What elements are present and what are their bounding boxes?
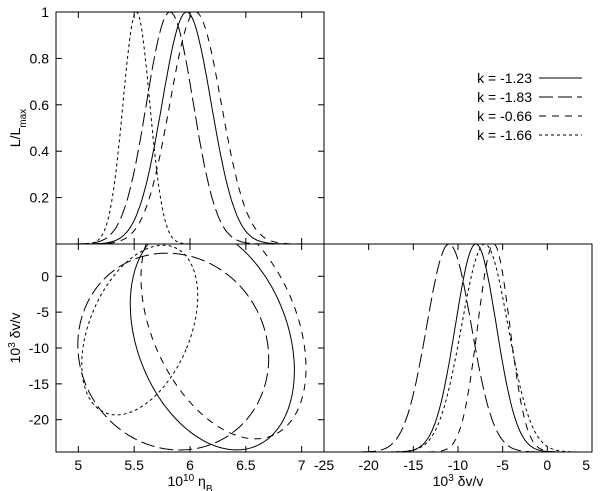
x-axis-label: 103 δv/v <box>433 473 484 490</box>
series-k-1-23 <box>324 243 592 453</box>
legend-label: k = -0.66 <box>477 108 532 124</box>
legend-label: k = -1.23 <box>477 70 532 86</box>
plot-frame <box>55 11 325 245</box>
x-tick-label: -5 <box>496 457 509 473</box>
legend-label: k = -1.66 <box>477 127 532 143</box>
legend: k = -1.23 k = -1.83 k = -0.66 k = -1.66 <box>477 70 582 143</box>
x-tick-label: 5.5 <box>124 457 144 473</box>
x-tick-label: 0 <box>543 457 551 473</box>
y-tick-label: -15 <box>29 376 49 392</box>
y-tick-label: 0.6 <box>30 97 50 113</box>
plot-frame <box>55 243 325 453</box>
y-tick-label: 0 <box>41 268 49 284</box>
x-tick-label: -15 <box>403 457 423 473</box>
x-tick-label: -10 <box>448 457 468 473</box>
series-k-1-66 <box>56 11 324 245</box>
plot-frame <box>323 243 593 453</box>
legend-label: k = -1.83 <box>477 89 532 105</box>
contour-k-1-83 <box>77 252 270 451</box>
x-tick-label: 6 <box>186 457 194 473</box>
x-tick-label: 6.5 <box>236 457 256 473</box>
x-tick-label: 7 <box>298 457 306 473</box>
contour-k-0-66 <box>140 244 307 440</box>
series-k-0-66 <box>324 243 592 453</box>
y-tick-label: -5 <box>37 304 50 320</box>
contour-k-1-66 <box>81 244 199 416</box>
y-tick-label: -20 <box>29 412 49 428</box>
y-tick-label: 0.2 <box>30 190 50 206</box>
x-tick-label: 5 <box>582 457 590 473</box>
y-axis-label: L/Lmax <box>7 109 29 147</box>
series-k-1-23 <box>56 11 324 245</box>
x-tick-label: 5 <box>74 457 82 473</box>
y-tick-label: -10 <box>29 340 49 356</box>
contour-k-1-23 <box>129 244 295 451</box>
series-k-1-83 <box>324 243 592 453</box>
series-k-1-66 <box>324 243 592 453</box>
contour-layer <box>77 244 307 451</box>
y-axis-label: 103 δv/v <box>7 313 24 364</box>
y-tick-label: 0.4 <box>30 143 50 159</box>
y-tick-label: 1 <box>41 4 49 20</box>
panel-top-left: 0.2 0.4 0.6 0.8 1 L/Lmax <box>7 4 325 245</box>
x-tick-label: -25 <box>314 457 334 473</box>
panel-bottom-left: 0 -5 -10 -15 -20 5 5.5 6 6.5 7 103 δv/v 1010 ηB <box>7 243 325 491</box>
series-k-1-83 <box>56 11 324 245</box>
x-axis-label: 1010 ηB <box>167 473 212 491</box>
panel-bottom-right: -25 -20 -15 -10 -5 0 5 103 δv/v <box>314 243 593 490</box>
series-k-0-66 <box>56 11 324 245</box>
x-tick-label: -20 <box>359 457 379 473</box>
y-tick-label: 0.8 <box>30 50 50 66</box>
